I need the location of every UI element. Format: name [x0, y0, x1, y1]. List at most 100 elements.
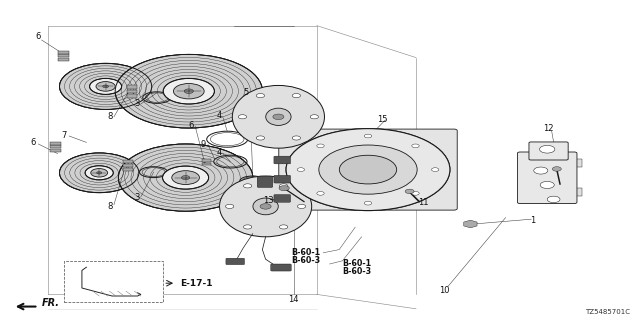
Circle shape	[310, 115, 319, 119]
Circle shape	[225, 204, 234, 208]
Bar	[64, 261, 163, 302]
Text: 13: 13	[264, 196, 274, 205]
Text: 4: 4	[217, 148, 222, 157]
Ellipse shape	[115, 54, 262, 128]
Text: 5: 5	[243, 88, 248, 97]
Bar	[123, 160, 133, 163]
Circle shape	[292, 136, 301, 140]
Circle shape	[412, 144, 419, 148]
Circle shape	[182, 176, 189, 180]
FancyBboxPatch shape	[274, 156, 291, 164]
Ellipse shape	[60, 63, 152, 109]
Circle shape	[540, 181, 554, 188]
Text: 7: 7	[61, 131, 67, 140]
Text: 3: 3	[134, 99, 140, 108]
Text: 8: 8	[108, 202, 113, 211]
Circle shape	[364, 134, 372, 138]
Circle shape	[317, 191, 324, 195]
Circle shape	[292, 93, 301, 98]
Circle shape	[243, 184, 252, 188]
Text: 1: 1	[530, 216, 535, 225]
Circle shape	[96, 82, 115, 91]
Circle shape	[103, 85, 109, 88]
Circle shape	[260, 204, 271, 209]
Circle shape	[173, 84, 204, 99]
Bar	[58, 58, 69, 61]
Bar	[50, 145, 61, 148]
Circle shape	[405, 189, 414, 194]
FancyBboxPatch shape	[279, 129, 457, 210]
FancyBboxPatch shape	[257, 176, 273, 187]
Ellipse shape	[90, 78, 122, 94]
Text: 3: 3	[134, 193, 140, 202]
Circle shape	[256, 136, 264, 140]
Text: B-60-3: B-60-3	[342, 267, 372, 276]
FancyBboxPatch shape	[518, 152, 577, 204]
Circle shape	[412, 191, 419, 195]
Circle shape	[172, 171, 200, 185]
Circle shape	[534, 167, 548, 174]
Ellipse shape	[85, 166, 113, 180]
Circle shape	[273, 114, 284, 120]
Circle shape	[286, 129, 450, 211]
Bar	[50, 142, 61, 145]
FancyBboxPatch shape	[529, 142, 568, 160]
Circle shape	[552, 167, 561, 171]
FancyBboxPatch shape	[226, 258, 244, 265]
Text: 15: 15	[377, 115, 387, 124]
Circle shape	[319, 145, 417, 194]
Ellipse shape	[220, 176, 312, 237]
Circle shape	[184, 89, 193, 93]
Bar	[123, 164, 133, 167]
Text: E-17-1: E-17-1	[180, 279, 213, 288]
Circle shape	[238, 115, 246, 119]
Ellipse shape	[266, 108, 291, 125]
Bar	[127, 94, 137, 98]
Bar	[127, 90, 137, 93]
Text: 14: 14	[288, 295, 298, 304]
FancyBboxPatch shape	[271, 264, 291, 271]
Text: 6: 6	[36, 32, 41, 41]
Text: 8: 8	[108, 112, 113, 121]
Text: B-60-1: B-60-1	[342, 260, 372, 268]
Circle shape	[540, 145, 555, 153]
Ellipse shape	[163, 166, 209, 189]
Ellipse shape	[253, 198, 278, 215]
Text: 6: 6	[188, 121, 193, 130]
Circle shape	[286, 129, 450, 211]
Text: 10: 10	[440, 286, 450, 295]
FancyBboxPatch shape	[274, 195, 291, 202]
Circle shape	[547, 196, 560, 203]
Bar	[202, 163, 211, 165]
Circle shape	[97, 172, 102, 174]
Text: B-60-3: B-60-3	[291, 256, 321, 265]
Bar	[568, 188, 582, 196]
Ellipse shape	[118, 144, 253, 211]
Bar	[50, 149, 61, 152]
Bar	[58, 54, 69, 57]
Circle shape	[364, 201, 372, 205]
Text: FR.: FR.	[42, 298, 60, 308]
Circle shape	[243, 225, 252, 229]
FancyBboxPatch shape	[274, 175, 291, 183]
Circle shape	[317, 144, 324, 148]
Ellipse shape	[163, 78, 214, 104]
Circle shape	[431, 168, 439, 172]
Circle shape	[279, 186, 289, 191]
Ellipse shape	[60, 153, 139, 193]
Bar	[127, 85, 137, 89]
Circle shape	[280, 225, 288, 229]
Ellipse shape	[232, 85, 324, 148]
Text: 12: 12	[543, 124, 554, 133]
Bar	[58, 51, 69, 54]
Text: TZ5485701C: TZ5485701C	[586, 309, 630, 315]
Circle shape	[339, 155, 397, 184]
Circle shape	[297, 168, 305, 172]
Circle shape	[280, 184, 288, 188]
Bar	[123, 168, 133, 171]
Text: 4: 4	[217, 111, 222, 120]
Circle shape	[91, 169, 108, 177]
Text: 11: 11	[419, 198, 429, 207]
Text: 9: 9	[201, 140, 206, 148]
Circle shape	[298, 204, 306, 208]
